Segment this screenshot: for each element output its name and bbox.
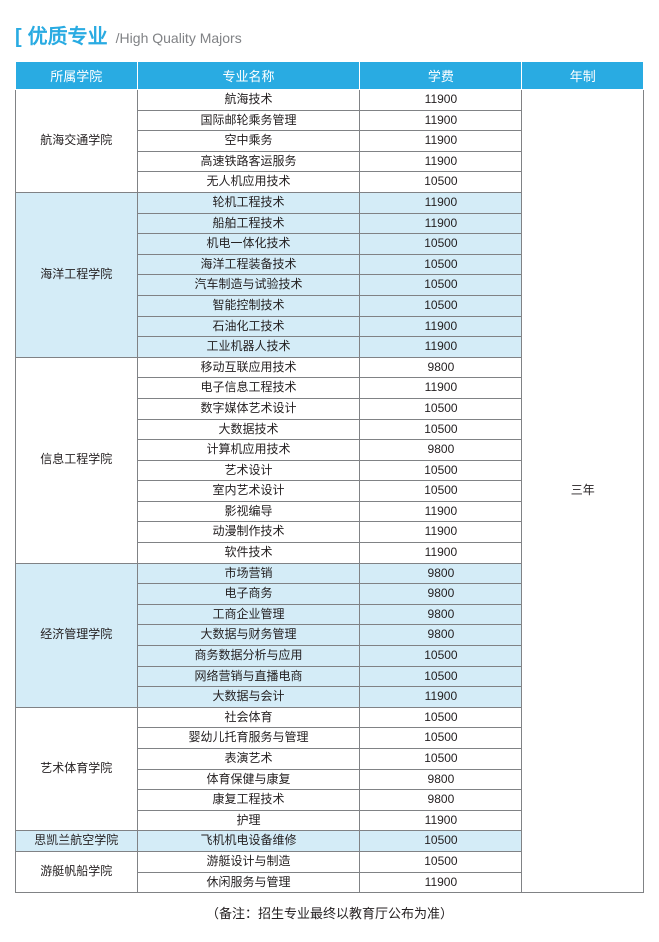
major-cell: 电子信息工程技术 [137, 378, 360, 399]
tuition-cell: 9800 [360, 790, 522, 811]
title-chinese: 优质专业 [28, 20, 108, 49]
major-cell: 室内艺术设计 [137, 481, 360, 502]
title-english: /High Quality Majors [116, 30, 242, 46]
tuition-cell: 10500 [360, 646, 522, 667]
major-cell: 市场营销 [137, 563, 360, 584]
tuition-cell: 10500 [360, 707, 522, 728]
tuition-cell: 10500 [360, 419, 522, 440]
tuition-cell: 11900 [360, 110, 522, 131]
tuition-cell: 11900 [360, 151, 522, 172]
college-cell: 游艇帆船学院 [16, 851, 138, 892]
major-cell: 社会体育 [137, 707, 360, 728]
tuition-cell: 10500 [360, 398, 522, 419]
major-cell: 航海技术 [137, 90, 360, 111]
major-cell: 智能控制技术 [137, 295, 360, 316]
tuition-cell: 11900 [360, 337, 522, 358]
college-cell: 航海交通学院 [16, 90, 138, 193]
major-cell: 康复工程技术 [137, 790, 360, 811]
section-title: [ 优质专业 /High Quality Majors [15, 20, 644, 49]
tuition-cell: 11900 [360, 378, 522, 399]
major-cell: 婴幼儿托育服务与管理 [137, 728, 360, 749]
tuition-cell: 11900 [360, 316, 522, 337]
major-cell: 飞机机电设备维修 [137, 831, 360, 852]
major-cell: 大数据与会计 [137, 687, 360, 708]
major-cell: 护理 [137, 810, 360, 831]
header-college: 所属学院 [16, 62, 138, 90]
tuition-cell: 11900 [360, 192, 522, 213]
tuition-cell: 10500 [360, 831, 522, 852]
major-cell: 电子商务 [137, 584, 360, 605]
tuition-cell: 9800 [360, 625, 522, 646]
major-cell: 表演艺术 [137, 749, 360, 770]
tuition-cell: 10500 [360, 481, 522, 502]
tuition-cell: 10500 [360, 749, 522, 770]
major-cell: 移动互联应用技术 [137, 357, 360, 378]
major-cell: 汽车制造与试验技术 [137, 275, 360, 296]
tuition-cell: 11900 [360, 501, 522, 522]
tuition-cell: 11900 [360, 213, 522, 234]
tuition-cell: 11900 [360, 872, 522, 893]
tuition-cell: 9800 [360, 440, 522, 461]
major-cell: 大数据技术 [137, 419, 360, 440]
tuition-cell: 11900 [360, 90, 522, 111]
college-cell: 艺术体育学院 [16, 707, 138, 831]
college-cell: 经济管理学院 [16, 563, 138, 707]
tuition-cell: 9800 [360, 769, 522, 790]
major-cell: 大数据与财务管理 [137, 625, 360, 646]
header-major: 专业名称 [137, 62, 360, 90]
major-cell: 国际邮轮乘务管理 [137, 110, 360, 131]
title-bracket: [ [15, 26, 22, 49]
major-cell: 石油化工技术 [137, 316, 360, 337]
tuition-cell: 9800 [360, 584, 522, 605]
major-cell: 轮机工程技术 [137, 192, 360, 213]
major-cell: 数字媒体艺术设计 [137, 398, 360, 419]
major-cell: 工业机器人技术 [137, 337, 360, 358]
tuition-cell: 9800 [360, 357, 522, 378]
tuition-cell: 11900 [360, 131, 522, 152]
tuition-cell: 10500 [360, 254, 522, 275]
tuition-cell: 9800 [360, 563, 522, 584]
major-cell: 休闲服务与管理 [137, 872, 360, 893]
tuition-cell: 10500 [360, 275, 522, 296]
major-cell: 机电一体化技术 [137, 234, 360, 255]
major-cell: 影视编导 [137, 501, 360, 522]
tuition-cell: 10500 [360, 728, 522, 749]
major-cell: 体育保健与康复 [137, 769, 360, 790]
tuition-cell: 11900 [360, 687, 522, 708]
tuition-cell: 10500 [360, 172, 522, 193]
major-cell: 高速铁路客运服务 [137, 151, 360, 172]
tuition-cell: 9800 [360, 604, 522, 625]
major-cell: 艺术设计 [137, 460, 360, 481]
college-cell: 思凯兰航空学院 [16, 831, 138, 852]
college-cell: 信息工程学院 [16, 357, 138, 563]
major-cell: 工商企业管理 [137, 604, 360, 625]
tuition-cell: 10500 [360, 851, 522, 872]
tuition-cell: 11900 [360, 810, 522, 831]
tuition-cell: 10500 [360, 666, 522, 687]
major-cell: 动漫制作技术 [137, 522, 360, 543]
major-cell: 软件技术 [137, 543, 360, 564]
college-cell: 海洋工程学院 [16, 192, 138, 357]
header-tuition: 学费 [360, 62, 522, 90]
major-cell: 船舶工程技术 [137, 213, 360, 234]
major-cell: 商务数据分析与应用 [137, 646, 360, 667]
tuition-cell: 11900 [360, 522, 522, 543]
majors-table: 所属学院 专业名称 学费 年制 航海交通学院航海技术11900三年国际邮轮乘务管… [15, 61, 644, 893]
duration-cell: 三年 [522, 90, 644, 893]
tuition-cell: 10500 [360, 295, 522, 316]
major-cell: 无人机应用技术 [137, 172, 360, 193]
tuition-cell: 11900 [360, 543, 522, 564]
major-cell: 空中乘务 [137, 131, 360, 152]
footnote: （备注：招生专业最终以教育厅公布为准） [15, 903, 644, 922]
major-cell: 海洋工程装备技术 [137, 254, 360, 275]
tuition-cell: 10500 [360, 460, 522, 481]
header-duration: 年制 [522, 62, 644, 90]
tuition-cell: 10500 [360, 234, 522, 255]
table-row: 航海交通学院航海技术11900三年 [16, 90, 644, 111]
major-cell: 计算机应用技术 [137, 440, 360, 461]
major-cell: 网络营销与直播电商 [137, 666, 360, 687]
major-cell: 游艇设计与制造 [137, 851, 360, 872]
table-header-row: 所属学院 专业名称 学费 年制 [16, 62, 644, 90]
